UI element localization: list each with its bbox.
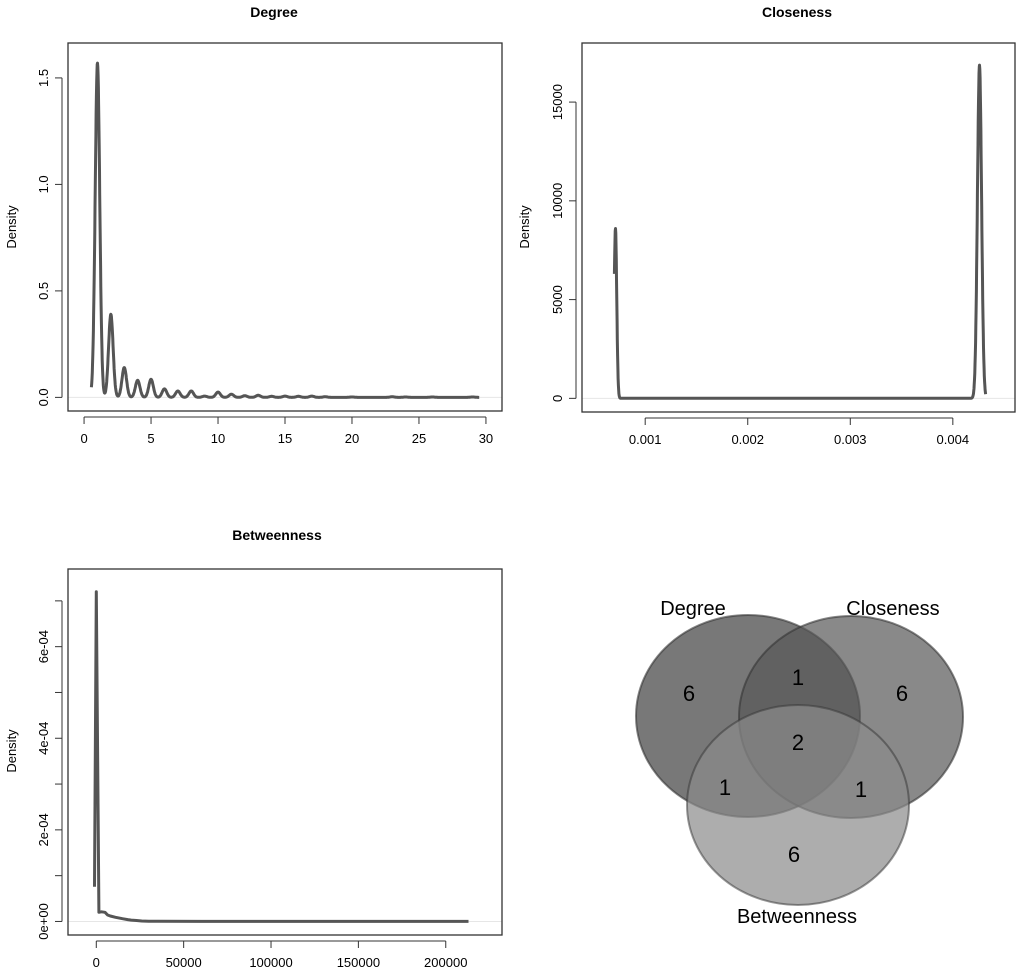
closeness-x-tick-label: 0.003 (834, 432, 867, 447)
degree-y-tick-label: 0.0 (36, 388, 51, 406)
betweenness-density-line (93, 590, 469, 923)
venn-count-closeness-only: 6 (896, 681, 908, 706)
betweenness-x-tick-label: 200000 (424, 955, 467, 970)
degree-x-tick-label: 10 (211, 431, 225, 446)
closeness-x-tick-label: 0.004 (937, 432, 970, 447)
betweenness-x-tick-label: 0 (93, 955, 100, 970)
venn-count-betweenness-only: 6 (788, 842, 800, 867)
betweenness-x-tick-label: 100000 (249, 955, 292, 970)
degree-x-tick-label: 30 (479, 431, 493, 446)
betweenness-y-tick-label: 2e-04 (36, 813, 51, 846)
venn-circle-betweenness (686, 704, 910, 906)
degree-x-tick-label: 5 (147, 431, 154, 446)
closeness-y-tick-label: 5000 (550, 285, 565, 314)
degree-title: Degree (250, 4, 298, 20)
betweenness-y-tick-label: 4e-04 (36, 722, 51, 755)
venn-count-degree-only: 6 (683, 681, 695, 706)
degree-plot-frame (67, 42, 503, 412)
degree-x-tick-label: 20 (345, 431, 359, 446)
degree-y-tick-label: 1.0 (36, 175, 51, 193)
closeness-y-label: Density (517, 205, 532, 249)
closeness-density-line (612, 63, 988, 400)
venn-label-betweenness: Betweenness (737, 906, 857, 928)
betweenness-title: Betweenness (232, 527, 322, 543)
closeness-density-panel: Closeness Density 0.001 0.002 0.003 0.004 0 5… (517, 4, 1016, 447)
venn-count-closeness-betweenness: 1 (855, 777, 867, 802)
closeness-y-tick-label: 10000 (550, 183, 565, 219)
degree-density-line (89, 61, 481, 399)
closeness-x-tick-label: 0.001 (629, 432, 662, 447)
closeness-y-tick-label: 15000 (550, 84, 565, 120)
venn-count-degree-betweenness: 1 (719, 775, 731, 800)
betweenness-x-tick-label: 150000 (337, 955, 380, 970)
betweenness-y-tick-label: 0e+00 (36, 903, 51, 940)
degree-density-panel: Degree Density 0 5 10 15 20 25 30 0.0 0.5 1.0 1.5 (4, 4, 503, 446)
betweenness-y-label: Density (4, 729, 19, 773)
degree-x-tick-label: 0 (80, 431, 87, 446)
venn-count-all-three: 2 (792, 730, 804, 755)
closeness-x-tick-label: 0.002 (731, 432, 764, 447)
betweenness-density-panel: Betweenness Density 0 50000 100000 150000 20… (4, 527, 503, 970)
closeness-title: Closeness (762, 4, 832, 20)
venn-label-degree: Degree (660, 598, 726, 620)
betweenness-x-tick-label: 50000 (166, 955, 202, 970)
betweenness-plot-frame (67, 568, 503, 936)
venn-diagram: Degree Closeness Betweenness 6 6 6 1 1 1… (635, 598, 964, 928)
venn-label-closeness: Closeness (846, 598, 939, 620)
betweenness-y-tick-label: 6e-04 (36, 630, 51, 663)
degree-x-tick-label: 25 (412, 431, 426, 446)
closeness-y-tick-label: 0 (550, 395, 565, 402)
degree-x-tick-label: 15 (278, 431, 292, 446)
degree-y-tick-label: 0.5 (36, 282, 51, 300)
degree-y-tick-label: 1.5 (36, 69, 51, 87)
closeness-plot-frame (581, 42, 1016, 413)
degree-y-label: Density (4, 205, 19, 249)
venn-count-degree-closeness: 1 (792, 665, 804, 690)
